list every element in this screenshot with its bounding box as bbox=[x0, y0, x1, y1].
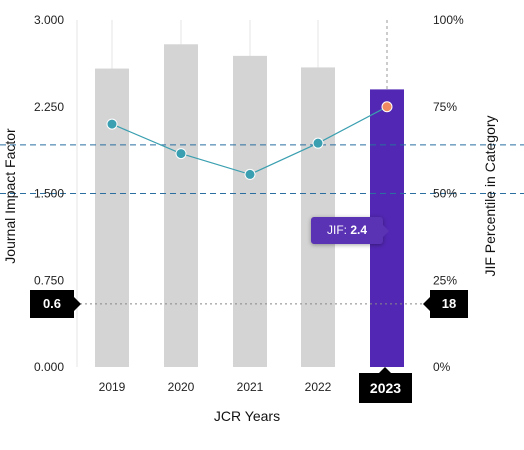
left-tick-label: 2.250 bbox=[34, 100, 64, 114]
right-tick-label: 25% bbox=[433, 273, 457, 287]
x-axis-ticks: 2019 2020 2021 2022 bbox=[99, 380, 332, 394]
x-tick-label: 2022 bbox=[305, 380, 332, 394]
right-tick-label: 75% bbox=[433, 100, 457, 114]
selected-year-marker[interactable]: 2023 bbox=[359, 367, 412, 403]
x-tick-label: 2019 bbox=[99, 380, 126, 394]
right-tick-label: 50% bbox=[433, 187, 457, 201]
x-axis-title: JCR Years bbox=[214, 408, 280, 424]
left-axis-title: Journal Impact Factor bbox=[2, 128, 18, 264]
left-tick-label: 3.000 bbox=[34, 13, 64, 27]
right-tick-label: 0% bbox=[433, 360, 451, 374]
left-tick-label: 0.000 bbox=[34, 360, 64, 374]
jif-tooltip: JIF: 2.4 bbox=[311, 217, 389, 244]
percentile-point-2023[interactable] bbox=[381, 101, 393, 113]
left-axis-marker: 0.6 bbox=[30, 290, 81, 318]
tooltip-label: JIF: bbox=[326, 223, 347, 237]
bar-2020[interactable] bbox=[164, 44, 198, 367]
bar-2021[interactable] bbox=[233, 55, 267, 368]
right-axis-title: JIF Percentile in Category bbox=[482, 115, 498, 276]
bars bbox=[95, 44, 404, 368]
bar-2019[interactable] bbox=[95, 68, 129, 367]
x-tick-label: 2021 bbox=[237, 380, 264, 394]
percentile-point-2022[interactable] bbox=[312, 137, 324, 149]
percentile-point-2021[interactable] bbox=[244, 168, 256, 180]
right-axis-ticks: 0% 25% 50% 75% 100% bbox=[433, 13, 464, 374]
x-tick-label: 2020 bbox=[168, 380, 195, 394]
right-tick-label: 100% bbox=[433, 13, 464, 27]
right-axis-marker: 18 bbox=[423, 290, 468, 318]
tooltip-value: 2.4 bbox=[350, 223, 368, 237]
reference-lines bbox=[0, 144, 524, 305]
percentile-point-2019[interactable] bbox=[106, 118, 118, 130]
left-tick-label: 1.500 bbox=[34, 187, 64, 201]
percentile-point-2020[interactable] bbox=[175, 148, 187, 160]
left-tick-label: 0.750 bbox=[34, 273, 64, 287]
percentile-points bbox=[106, 101, 393, 180]
left-axis-ticks: 0.000 0.750 1.500 2.250 3.000 bbox=[34, 13, 64, 374]
